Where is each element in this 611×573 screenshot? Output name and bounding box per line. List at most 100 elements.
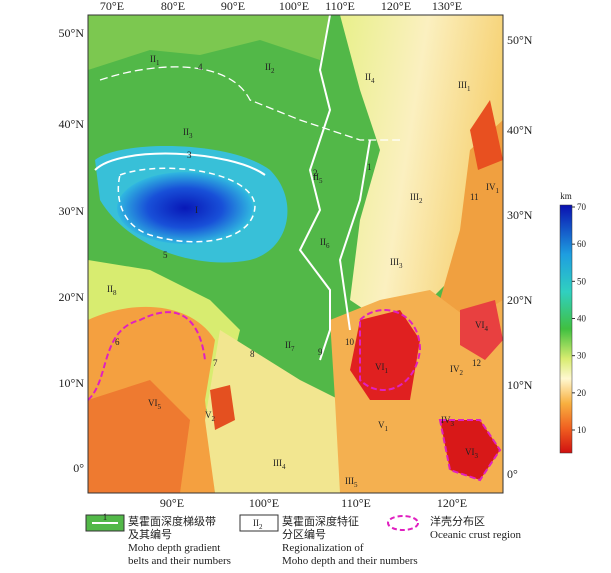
region-sub: 5 [158, 403, 162, 411]
region-label: VI3 [465, 447, 479, 460]
region-label: III5 [345, 476, 358, 489]
legend-text: belts and their numbers [128, 555, 231, 567]
belt-number: 9 [318, 347, 323, 357]
region-sub: 3 [189, 132, 193, 140]
region-numeral: III [390, 257, 399, 267]
lon-label: 100°E [279, 0, 309, 13]
belt-number: 4 [198, 62, 203, 72]
region-numeral: I [195, 205, 198, 215]
lat-label: 20°N [507, 293, 533, 307]
region-sub: 8 [113, 289, 117, 297]
lon-label: 70°E [100, 0, 124, 13]
legend-text: Oceanic crust region [430, 529, 522, 541]
lat-label: 30°N [59, 204, 85, 218]
colorbar-unit: km [560, 191, 572, 201]
region-numeral: II [313, 172, 319, 182]
region-numeral: II [107, 284, 113, 294]
lon-label: 120°E [381, 0, 411, 13]
legend-swatch [239, 514, 279, 532]
belt-number: 12 [472, 358, 481, 368]
lat-label: 0° [507, 467, 518, 481]
region-label: II2 [265, 62, 275, 75]
region-numeral: VI [148, 398, 158, 408]
legend-text: Regionalization of [282, 542, 364, 554]
region-numeral: III [273, 458, 282, 468]
region-numeral: VI [475, 320, 485, 330]
region-numeral: IV [486, 182, 496, 192]
region-sub: 1 [467, 85, 471, 93]
colorbar-label: 50 [577, 276, 587, 286]
legend-symbol-numeral: II [253, 518, 259, 528]
region-numeral: II [285, 340, 291, 350]
lat-label: 20°N [59, 290, 85, 304]
region-numeral: II [150, 54, 156, 64]
region-sub: 4 [282, 463, 286, 471]
map-area [88, 15, 503, 493]
lon-label: 90°E [221, 0, 245, 13]
region-sub: 5 [354, 481, 358, 489]
legend-swatch [387, 515, 419, 531]
lat-label: 50°N [507, 33, 533, 47]
region-label: VI4 [475, 320, 489, 333]
region-numeral: II [320, 237, 326, 247]
lat-label: 50°N [59, 26, 85, 40]
lon-label: 130°E [432, 0, 462, 13]
region-sub: 2 [271, 67, 275, 75]
colorbar-label: 30 [577, 351, 587, 361]
region-sub: 3 [475, 452, 479, 460]
region-numeral: IV [441, 415, 451, 425]
region-label: II8 [107, 284, 117, 297]
region-numeral: III [410, 192, 419, 202]
belt-number: 7 [213, 358, 218, 368]
belt-number: 6 [115, 337, 120, 347]
region-label: III2 [410, 192, 423, 205]
colorbar-label: 10 [577, 425, 587, 435]
belt-number: 1 [367, 162, 372, 172]
colorbar-label: 70 [577, 202, 587, 212]
region-label: III4 [273, 458, 286, 471]
region-label: I [195, 205, 198, 215]
lat-label: 30°N [507, 208, 533, 222]
colorbar-label: 20 [577, 388, 587, 398]
region-numeral: V [378, 420, 385, 430]
region-label: IV3 [441, 415, 455, 428]
region-sub: 1 [156, 59, 160, 67]
region-sub: 6 [326, 242, 330, 250]
region-label: III1 [458, 80, 471, 93]
region-label: V1 [378, 420, 389, 433]
legend-symbol: 1 [103, 512, 108, 522]
region-sub: 2 [460, 369, 464, 377]
legend-text: Moho depth gradient [128, 542, 220, 554]
region-numeral: IV [450, 364, 460, 374]
region-sub: 2 [212, 415, 216, 423]
region-sub: 3 [451, 420, 455, 428]
region-sub: 2 [419, 197, 423, 205]
region-label: II1 [150, 54, 160, 67]
region-label: II6 [320, 237, 330, 250]
region-sub: 3 [399, 262, 403, 270]
region-label: III3 [390, 257, 403, 270]
region-numeral: III [458, 80, 467, 90]
region-label: II7 [285, 340, 295, 353]
region-sub: 1 [385, 425, 389, 433]
region-sub: 4 [371, 77, 375, 85]
region-sub: 4 [485, 325, 489, 333]
belt-number: 10 [345, 337, 355, 347]
legend-text: 莫霍面深度特征 [282, 514, 359, 528]
legend-text: 洋壳分布区 [430, 514, 485, 528]
legend-text: 分区编号 [282, 527, 326, 541]
legend-symbol: II2 [253, 518, 263, 531]
region-numeral: II [265, 62, 271, 72]
region-label: V2 [205, 410, 216, 423]
region-sub: 1 [496, 187, 500, 195]
region-label: IV2 [450, 364, 464, 377]
lat-label: 40°N [59, 117, 85, 131]
lon-label: 80°E [161, 0, 185, 13]
colorbar-label: 40 [577, 314, 587, 324]
legend [85, 514, 419, 532]
region-label: VI1 [375, 362, 389, 375]
legend-text: 莫霍面深度梯级带 [128, 514, 216, 528]
legend-text: 及其编号 [128, 527, 172, 541]
region-numeral: III [345, 476, 354, 486]
